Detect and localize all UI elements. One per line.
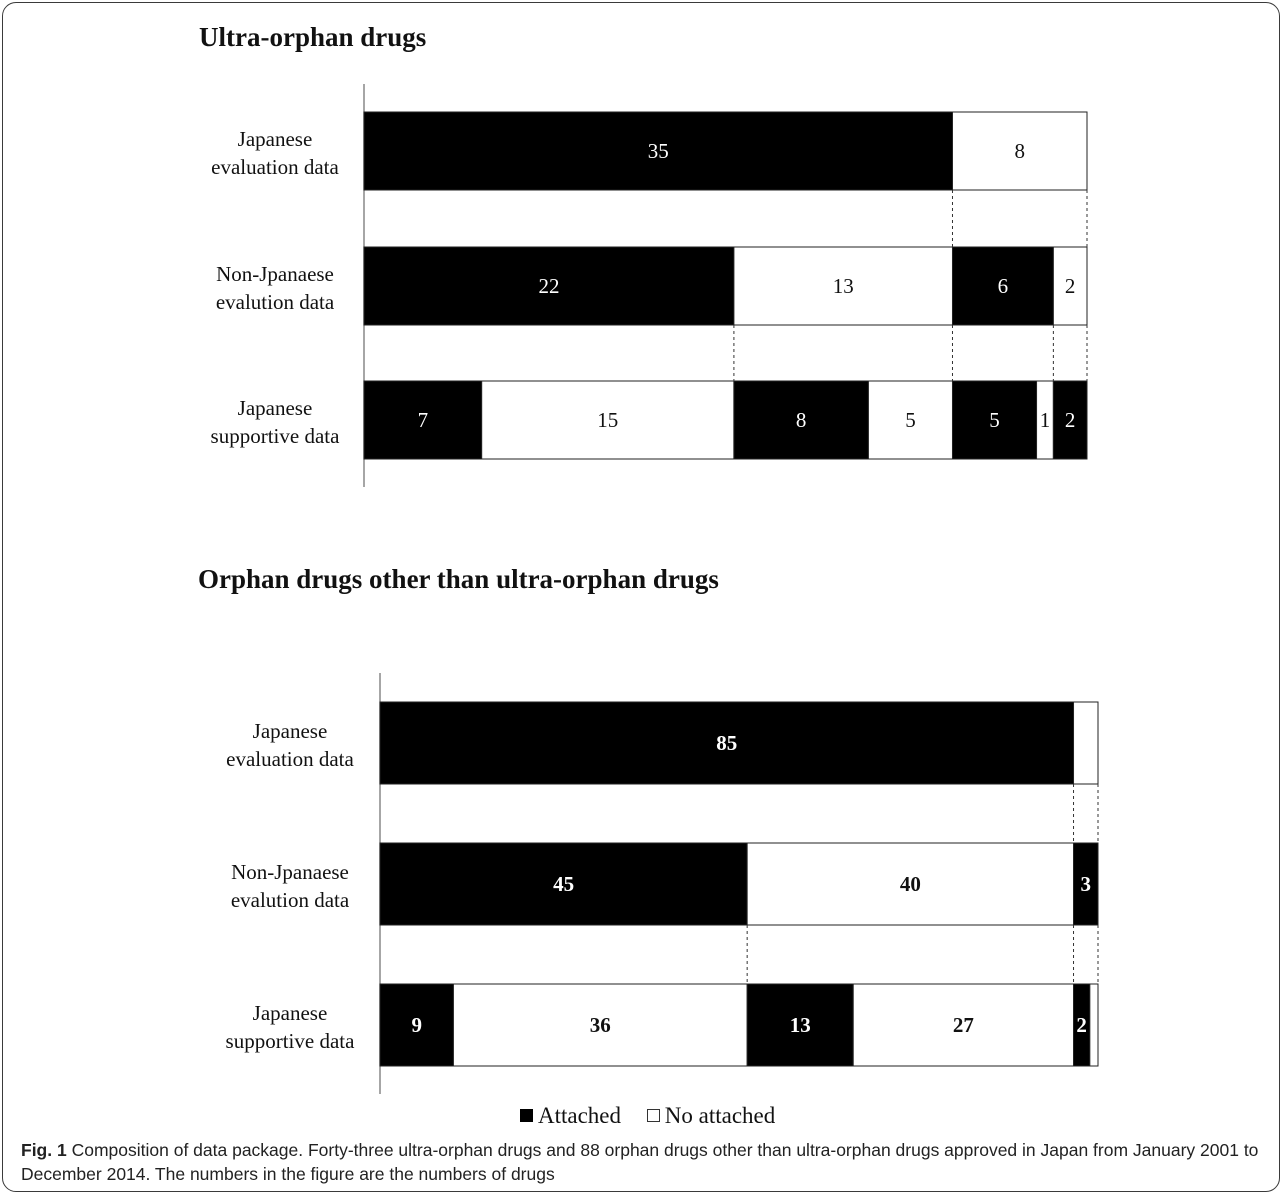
legend-swatch-black [520, 1109, 533, 1122]
bar-segment [452, 983, 748, 1067]
caption-fig-label: Fig. 1 [21, 1140, 67, 1160]
segment-value-label: 36 [590, 1013, 611, 1037]
bar-segment [746, 842, 1075, 926]
category-label: supportive data [211, 424, 341, 448]
segment-value-label: 2 [1065, 274, 1076, 298]
bar-segment [379, 842, 748, 926]
segment-value-label: 13 [790, 1013, 811, 1037]
panel-title-orphan: Orphan drugs other than ultra-orphan dru… [198, 564, 719, 594]
segment-value-label: 27 [953, 1013, 974, 1037]
bar-segment [363, 246, 735, 326]
segment-value-label: 22 [538, 274, 559, 298]
legend-label-attached: Attached [538, 1103, 622, 1128]
segment-value-label: 5 [989, 408, 1000, 432]
category-label: Japanese [238, 127, 313, 151]
segment-value-label: 15 [597, 408, 618, 432]
segment-value-label: 5 [905, 408, 916, 432]
bar-segment [733, 246, 953, 326]
segment-value-label: 13 [833, 274, 854, 298]
figure-caption: Fig. 1 Composition of data package. Fort… [21, 1138, 1271, 1186]
bar-segment [379, 701, 1075, 785]
segment-value-label: 2 [1065, 408, 1076, 432]
category-label: Japanese [238, 396, 313, 420]
category-label: Non-Jpanaese [231, 860, 349, 884]
bar-segment [733, 380, 869, 460]
bar-segment [1089, 983, 1099, 1067]
segment-value-label: 3 [1081, 872, 1092, 896]
category-label: evalution data [216, 290, 335, 314]
category-label: evalution data [231, 888, 350, 912]
legend: Attached No attached [520, 1103, 795, 1129]
category-label: Japanese [253, 1001, 328, 1025]
category-label: supportive data [226, 1029, 356, 1053]
category-label: evaluation data [226, 747, 354, 771]
bar-segment [1052, 246, 1088, 326]
segment-value-label: 45 [553, 872, 574, 896]
bar-segment [379, 983, 454, 1067]
segment-value-label: 35 [648, 139, 669, 163]
bar-segment [852, 983, 1075, 1067]
bar-segment [951, 111, 1088, 191]
bar-segment [746, 983, 854, 1067]
segment-value-label: 8 [796, 408, 807, 432]
bar-segment [1052, 380, 1088, 460]
segment-value-label: 40 [900, 872, 921, 896]
legend-item-attached: Attached [520, 1103, 621, 1129]
bar-segment [951, 380, 1038, 460]
segment-value-label: 9 [411, 1013, 422, 1037]
segment-value-label: 2 [1076, 1013, 1087, 1037]
segment-value-label: 7 [418, 408, 429, 432]
legend-item-no-attached: No attached [646, 1103, 776, 1129]
category-label: Japanese [253, 719, 328, 743]
segment-value-label: 1 [1040, 408, 1051, 432]
segment-value-label: 8 [1014, 139, 1025, 163]
legend-label-no-attached: No attached [664, 1103, 776, 1128]
bar-segment [1073, 842, 1099, 926]
bar-segment [481, 380, 735, 460]
bar-segment [1073, 701, 1099, 785]
category-label: Non-Jpanaese [216, 262, 334, 286]
segment-value-label: 85 [716, 731, 737, 755]
bar-segment [363, 111, 953, 191]
bar-segment [867, 380, 953, 460]
panel-title-ultra-orphan: Ultra-orphan drugs [199, 22, 427, 52]
legend-swatch-white [646, 1109, 660, 1122]
caption-text: Composition of data package. Forty-three… [21, 1140, 1259, 1184]
segment-value-label: 6 [998, 274, 1009, 298]
bar-segment [951, 246, 1054, 326]
category-label: evaluation data [211, 155, 339, 179]
